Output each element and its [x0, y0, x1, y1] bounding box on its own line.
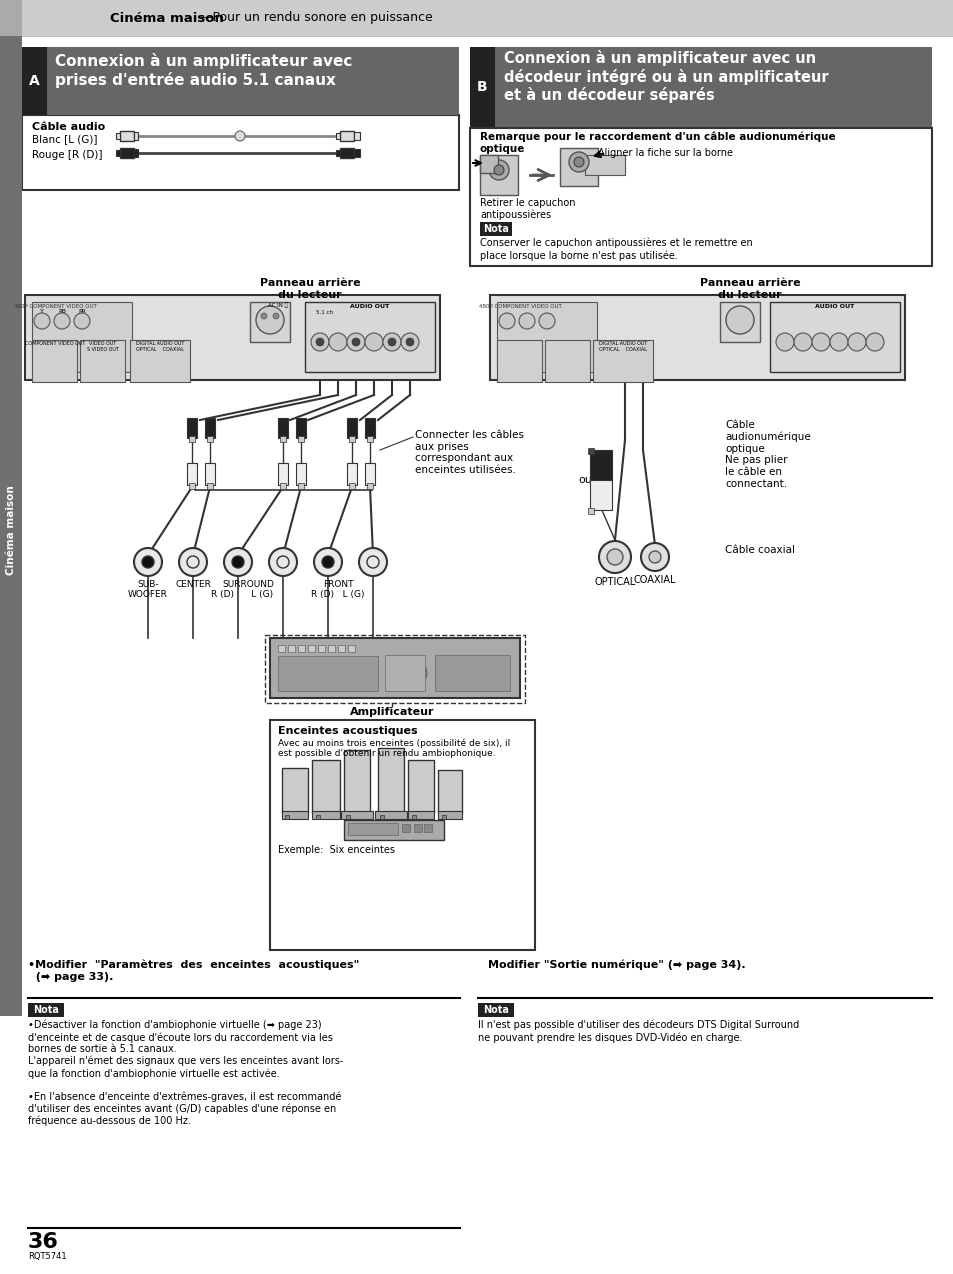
Bar	[0, 36, 22, 1015]
Bar	[365, 462, 375, 485]
Circle shape	[234, 131, 245, 141]
Text: R (D)      L (G): R (D) L (G)	[211, 590, 273, 599]
Bar	[769, 302, 899, 372]
Bar	[22, 115, 458, 190]
Bar	[189, 436, 194, 442]
Bar	[270, 638, 519, 698]
Text: Connecter les câbles
aux prises
correspondant aux
enceintes utilisées.: Connecter les câbles aux prises correspo…	[415, 431, 523, 475]
Text: PB: PB	[58, 310, 66, 313]
Bar	[205, 418, 214, 438]
Text: Cinéma maison: Cinéma maison	[110, 11, 224, 24]
Text: Retirer le capuchon
antipoussières: Retirer le capuchon antipoussières	[479, 197, 575, 220]
Text: 480P COMPONENT VIDEO OUT: 480P COMPONENT VIDEO OUT	[478, 304, 560, 310]
Circle shape	[54, 313, 70, 329]
Text: Panneau arrière
du lecteur: Panneau arrière du lecteur	[699, 278, 800, 299]
Circle shape	[847, 333, 865, 352]
Bar	[288, 645, 294, 652]
Text: Amplificateur: Amplificateur	[350, 707, 434, 717]
Bar	[437, 769, 461, 813]
Text: Avec au moins trois enceintes (possibilité de six), il
est possible d'obtenir un: Avec au moins trois enceintes (possibili…	[277, 738, 510, 758]
Text: 5.1 ch: 5.1 ch	[316, 310, 334, 315]
Text: Il n'est pas possible d'utiliser des décodeurs DTS Digital Surround
ne pouvant p: Il n'est pas possible d'utiliser des déc…	[477, 1020, 799, 1042]
Circle shape	[358, 548, 387, 576]
Circle shape	[865, 333, 883, 352]
Bar	[270, 720, 535, 950]
Bar	[349, 436, 355, 442]
Bar	[295, 462, 306, 485]
Bar	[408, 812, 434, 819]
Bar	[375, 812, 407, 819]
Circle shape	[315, 338, 324, 347]
Bar	[435, 655, 510, 691]
Text: Blanc [L (G)]: Blanc [L (G)]	[32, 134, 97, 144]
Text: Modifier "Sortie numérique" (➡ page 34).: Modifier "Sortie numérique" (➡ page 34).	[488, 961, 745, 971]
Bar	[587, 448, 594, 454]
Bar	[340, 812, 373, 819]
Bar	[470, 47, 495, 127]
Text: —Pour un rendu sonore en puissance: —Pour un rendu sonore en puissance	[200, 11, 433, 24]
Bar	[337, 645, 345, 652]
Circle shape	[406, 338, 414, 347]
Text: Câble coaxial: Câble coaxial	[724, 545, 794, 555]
Bar	[265, 634, 524, 703]
Bar	[120, 148, 133, 158]
Bar	[277, 645, 285, 652]
Text: AUDIO OUT: AUDIO OUT	[350, 304, 389, 310]
Bar	[544, 340, 589, 382]
Circle shape	[232, 555, 244, 568]
Text: Nota: Nota	[482, 224, 508, 234]
Bar	[328, 645, 335, 652]
Bar	[280, 483, 286, 489]
Bar	[285, 815, 289, 819]
Text: Nota: Nota	[482, 1005, 508, 1015]
Circle shape	[460, 666, 475, 680]
Bar	[412, 815, 416, 819]
Bar	[120, 131, 133, 141]
Text: Câble
audionumérique
optique
Ne pas plier
le câble en
connectant.: Câble audionumérique optique Ne pas plie…	[724, 420, 810, 489]
Circle shape	[648, 550, 660, 563]
Text: Conserver le capuchon antipoussières et le remettre en
place lorsque la borne n': Conserver le capuchon antipoussières et …	[479, 238, 752, 261]
Bar	[377, 748, 403, 813]
Circle shape	[311, 333, 329, 352]
Bar	[479, 155, 517, 195]
Circle shape	[187, 555, 199, 568]
Circle shape	[478, 666, 493, 680]
Bar	[441, 815, 446, 819]
Bar	[490, 296, 904, 380]
Bar	[559, 148, 598, 186]
Circle shape	[273, 313, 278, 318]
Circle shape	[489, 161, 509, 180]
Bar	[189, 483, 194, 489]
Circle shape	[574, 157, 583, 167]
Text: Enceintes acoustiques: Enceintes acoustiques	[277, 726, 417, 736]
Bar	[720, 302, 760, 341]
Bar	[497, 302, 597, 372]
Circle shape	[255, 306, 284, 334]
Bar	[347, 418, 356, 438]
Bar	[589, 480, 612, 510]
Text: B: B	[476, 80, 487, 94]
Circle shape	[269, 548, 296, 576]
Text: •Désactiver la fonction d'ambiophonie virtuelle (➡ page 23)
d'enceinte et de cas: •Désactiver la fonction d'ambiophonie vi…	[28, 1020, 343, 1079]
Bar	[295, 418, 306, 438]
Text: ou: ou	[578, 475, 591, 485]
Bar	[344, 750, 370, 813]
Bar	[297, 483, 304, 489]
Circle shape	[261, 313, 267, 318]
Text: COMPONENT VIDEO OUT: COMPONENT VIDEO OUT	[25, 341, 85, 347]
Bar	[414, 824, 421, 832]
Circle shape	[276, 555, 289, 568]
Bar	[282, 812, 308, 819]
Circle shape	[775, 333, 793, 352]
Bar	[297, 436, 304, 442]
Bar	[0, 0, 22, 36]
Text: DIGITAL AUDIO OUT
OPTICAL    COAXIAL: DIGITAL AUDIO OUT OPTICAL COAXIAL	[135, 341, 184, 352]
Bar	[32, 340, 77, 382]
Bar	[80, 340, 125, 382]
Circle shape	[352, 338, 359, 347]
Text: OPTICAL: OPTICAL	[594, 577, 635, 587]
Bar	[497, 340, 541, 382]
Circle shape	[640, 543, 668, 571]
Circle shape	[498, 313, 515, 329]
Bar	[408, 761, 434, 813]
